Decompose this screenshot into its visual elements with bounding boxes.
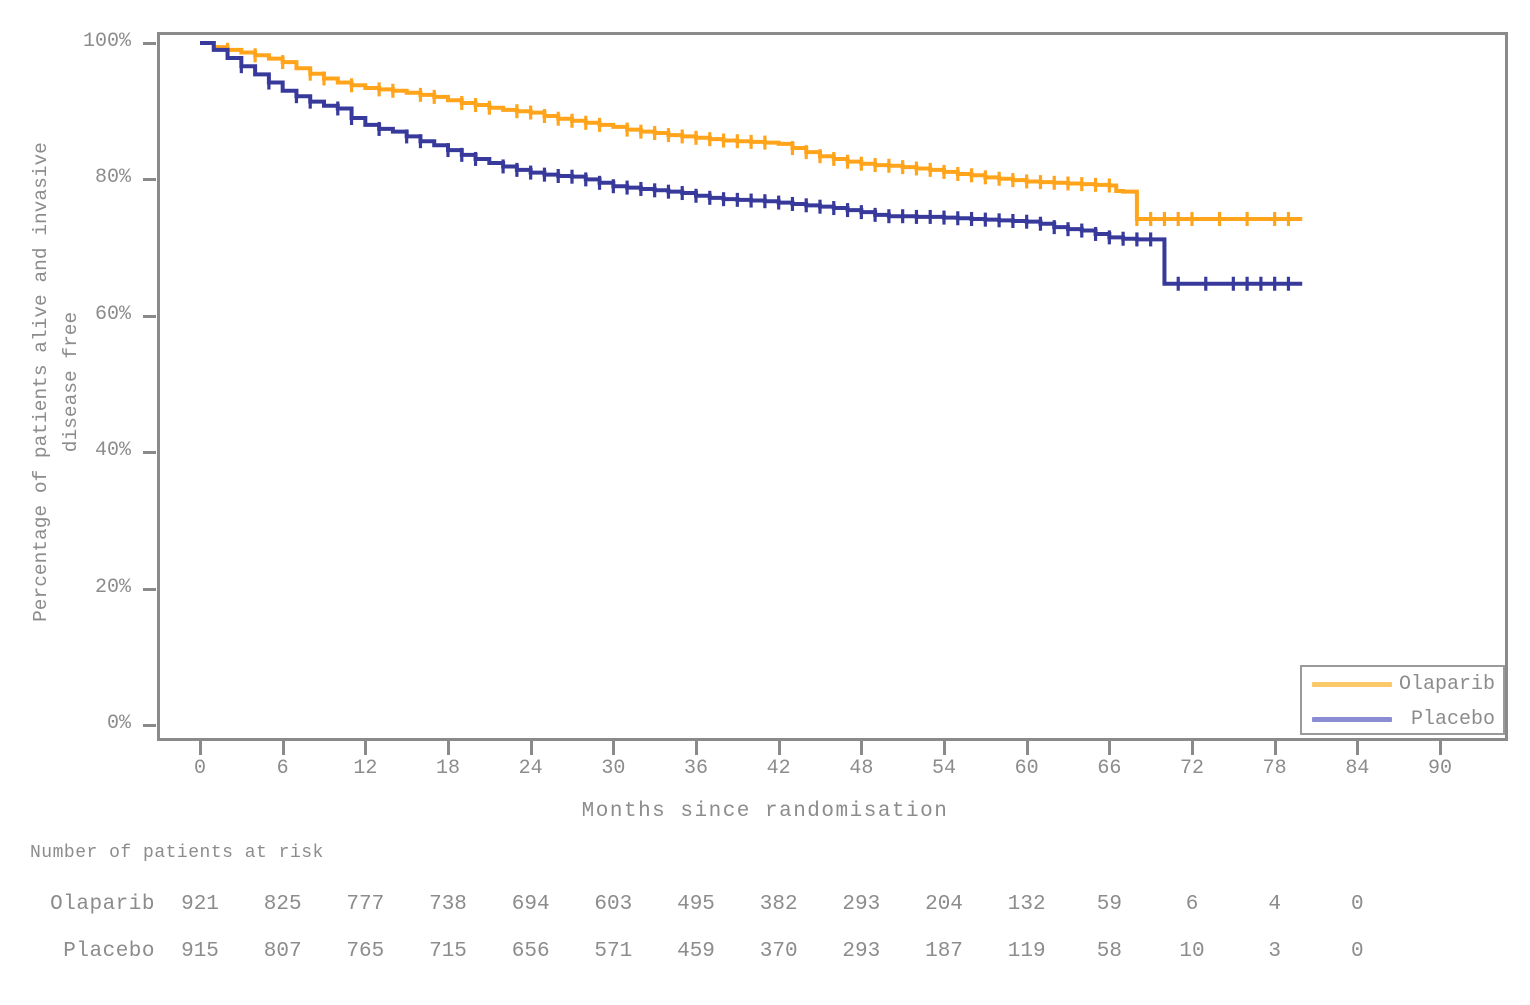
x-tick-label: 24 [518,757,543,780]
chart-legend: Olaparib Placebo [1300,665,1505,735]
x-tick-label: 30 [601,757,626,780]
x-tick-label: 78 [1262,757,1287,780]
x-tick-mark [1191,741,1194,755]
x-tick-label: 72 [1179,757,1204,780]
x-tick-label: 66 [1097,757,1122,780]
risk-cell: 571 [594,940,633,963]
y-tick-label: 100% [82,30,131,53]
y-tick-label: 40% [94,439,131,463]
risk-cell: 6 [1185,893,1199,916]
x-tick-mark [281,741,285,755]
risk-cell: 738 [429,893,467,916]
risk-cell: 382 [759,893,798,916]
legend-label: Olaparib [1398,673,1495,696]
x-tick-mark [529,741,533,755]
x-tick-mark [695,741,698,755]
legend-item-placebo[interactable]: Placebo [1302,702,1503,737]
risk-cell: 459 [677,940,715,963]
x-tick-mark [943,741,946,755]
risk-cell: 715 [429,940,467,963]
km-curves [200,41,1303,291]
risk-cell: 825 [263,893,302,916]
risk-cell: 132 [1007,893,1046,916]
y-tick-label: 60% [94,302,131,326]
legend-item-olaparib[interactable]: Olaparib [1302,667,1503,702]
risk-cell: 0 [1351,893,1364,916]
x-tick-label: 36 [683,757,708,780]
y-tick-mark [143,314,156,318]
legend-swatch-olaparib [1312,682,1392,687]
x-tick-label: 6 [276,757,289,780]
x-tick-mark [1439,741,1442,755]
y-tick-mark [143,587,156,591]
km-curve-placebo [200,41,1303,291]
x-tick-label: 84 [1345,757,1370,780]
risk-cell: 370 [759,940,798,963]
x-axis-title: Months since randomisation [581,800,949,823]
risk-cell: 58 [1096,940,1122,963]
risk-row-label-placebo: Placebo [63,940,155,963]
plot-area [157,32,1508,741]
risk-cell: 765 [346,940,385,963]
y-tick-label: 20% [94,575,131,599]
legend-label: Placebo [1410,708,1495,731]
legend-swatch-placebo [1312,717,1392,722]
x-tick-label: 12 [353,757,378,780]
y-tick-mark [143,724,156,727]
x-tick-mark [1108,741,1112,755]
y-tick-label: 80% [94,166,131,190]
risk-cell: 0 [1351,940,1364,963]
risk-row-label-olaparib: Olaparib [50,893,155,916]
km-step-line [200,41,1303,221]
x-tick-label: 0 [193,757,206,780]
x-tick-mark [777,741,781,755]
risk-cell: 187 [925,940,963,963]
x-tick-mark [860,741,864,755]
x-tick-mark [1356,741,1360,755]
x-tick-label: 18 [435,757,460,780]
km-curve-olaparib [200,41,1303,226]
risk-cell: 293 [842,940,881,963]
y-tick-label: 0% [106,712,131,735]
risk-cell: 694 [511,893,550,916]
risk-cell: 603 [594,893,633,916]
risk-cell: 921 [181,893,219,916]
risk-table-title: Number of patients at risk [30,843,324,863]
risk-cell: 119 [1007,940,1046,963]
risk-cell: 807 [263,940,302,963]
x-tick-mark [612,741,616,755]
risk-cell: 777 [346,893,385,916]
risk-cell: 495 [677,893,715,916]
x-tick-mark [364,741,368,755]
y-tick-mark [143,178,156,182]
x-tick-label: 42 [766,757,791,780]
x-tick-mark [199,741,202,755]
x-tick-label: 48 [849,757,874,780]
km-step-line [200,41,1303,286]
risk-cell: 10 [1179,940,1205,963]
x-tick-mark [447,741,450,755]
risk-cell: 915 [181,940,219,963]
y-tick-mark [143,451,156,455]
risk-cell: 59 [1096,893,1122,916]
x-tick-label: 60 [1014,757,1039,780]
risk-cell: 656 [511,940,550,963]
x-tick-mark [1273,741,1277,755]
x-tick-label: 54 [931,757,956,780]
x-tick-mark [1025,741,1029,755]
risk-cell: 204 [925,893,963,916]
x-tick-label: 90 [1427,757,1452,780]
y-tick-mark [143,42,156,45]
risk-cell: 4 [1268,893,1281,916]
risk-cell: 3 [1268,940,1281,963]
risk-cell: 293 [842,893,881,916]
